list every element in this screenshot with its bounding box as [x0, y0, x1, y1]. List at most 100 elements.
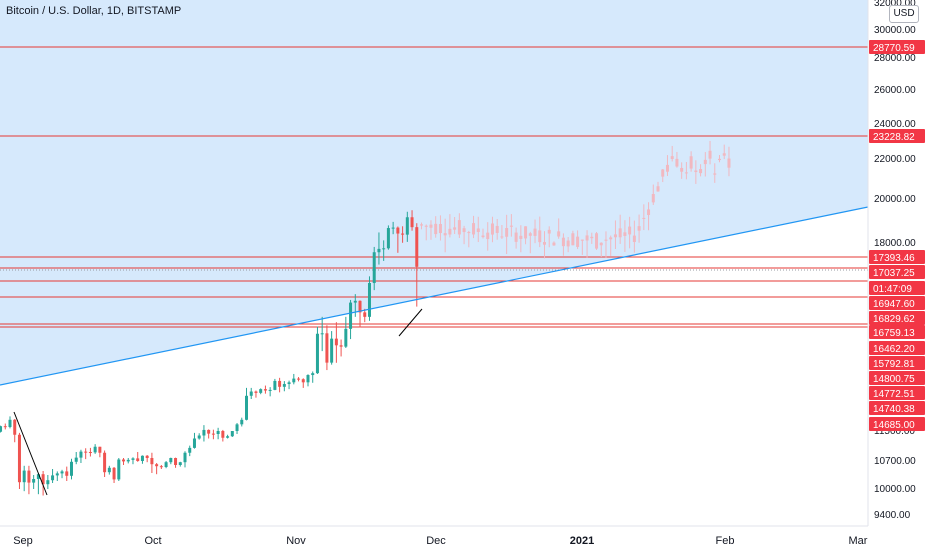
projected-candle-body [557, 231, 561, 237]
y-tick-label: 20000.00 [874, 194, 916, 205]
projected-candle-body [467, 232, 471, 234]
candle [396, 226, 400, 253]
candle [84, 448, 88, 460]
candle-body [60, 471, 64, 474]
projected-candle [509, 214, 513, 237]
projected-candle [481, 228, 485, 239]
projected-candle [585, 230, 589, 259]
candle [136, 452, 140, 462]
projected-candle-body [420, 224, 424, 226]
x-tick-label: Oct [144, 535, 161, 547]
projected-candle [618, 214, 622, 244]
candle [107, 465, 111, 475]
candle [22, 465, 26, 492]
candle-body [17, 434, 21, 483]
x-tick-label: Nov [286, 535, 306, 547]
candle-body [126, 459, 130, 462]
candle [41, 471, 45, 496]
candle [334, 322, 338, 363]
candle [197, 433, 201, 440]
candle [353, 294, 357, 317]
candle-body [401, 233, 405, 235]
projected-candle [604, 231, 608, 258]
projected-candle [680, 162, 684, 179]
projected-candle-body [566, 240, 570, 247]
projected-candle [642, 204, 646, 231]
candle [145, 455, 149, 463]
candle-body [41, 474, 45, 485]
candle-body [259, 389, 263, 393]
candle [382, 240, 386, 261]
projected-candle-body [718, 158, 721, 161]
candle [278, 377, 282, 393]
candle-body [8, 419, 12, 427]
candle-body [349, 302, 353, 329]
candle-body [122, 459, 126, 462]
projected-candle-body [552, 242, 556, 246]
projected-candle [557, 218, 561, 239]
projected-candle-body [713, 173, 717, 175]
price-label: 01:47:09 [873, 284, 912, 295]
candle [159, 465, 163, 469]
candle-body [88, 452, 92, 453]
candle [254, 390, 258, 398]
candle [188, 445, 192, 457]
projected-candle [722, 144, 726, 160]
candle [325, 325, 329, 371]
candle [344, 316, 348, 348]
projected-candle-body [665, 164, 669, 172]
projected-candle-body [727, 158, 731, 168]
candle [367, 276, 371, 321]
candle-body [306, 375, 310, 383]
candle-body [136, 458, 140, 461]
projected-candle [438, 215, 442, 241]
price-label-box [869, 265, 925, 279]
candle [3, 423, 7, 430]
y-tick-label: 30000.00 [874, 25, 916, 36]
candle [245, 387, 248, 421]
candle-body [0, 426, 3, 432]
projected-candle [490, 216, 494, 243]
candle [69, 458, 73, 480]
candle [126, 458, 130, 464]
projected-candle-body [462, 228, 466, 233]
projected-candle-body [509, 225, 513, 227]
projected-candle-body [585, 235, 589, 241]
price-label-box [869, 325, 925, 339]
projected-candle [486, 222, 490, 251]
candle [27, 465, 31, 495]
projected-candle [613, 220, 617, 249]
y-tick-label: 22000.00 [874, 154, 916, 165]
candle-body [377, 248, 381, 253]
candle [74, 452, 78, 465]
candle-body [169, 458, 173, 463]
candle-body [79, 451, 83, 458]
candle-body [240, 419, 244, 425]
candle-body [320, 333, 324, 335]
candle [221, 429, 225, 442]
projected-candle-body [609, 237, 613, 240]
candle-body [32, 479, 36, 483]
candle [0, 425, 3, 433]
candle [401, 226, 405, 243]
candle [140, 455, 144, 464]
price-label-box [869, 401, 925, 415]
candle [211, 429, 215, 440]
candle [93, 444, 97, 454]
projected-candle [580, 239, 584, 255]
candle [268, 387, 272, 397]
candle [88, 447, 92, 457]
projected-candle [552, 241, 556, 246]
currency-button[interactable]: USD [889, 5, 919, 23]
candle-body [353, 300, 357, 303]
projected-candle [670, 145, 674, 162]
candle [79, 449, 83, 463]
candle-body [84, 451, 88, 453]
candle-body [410, 217, 414, 228]
candle [235, 423, 239, 434]
candle-body [155, 464, 159, 467]
projected-candle [453, 217, 457, 234]
price-label: 17037.25 [873, 268, 915, 279]
projected-candle-body [457, 220, 461, 235]
